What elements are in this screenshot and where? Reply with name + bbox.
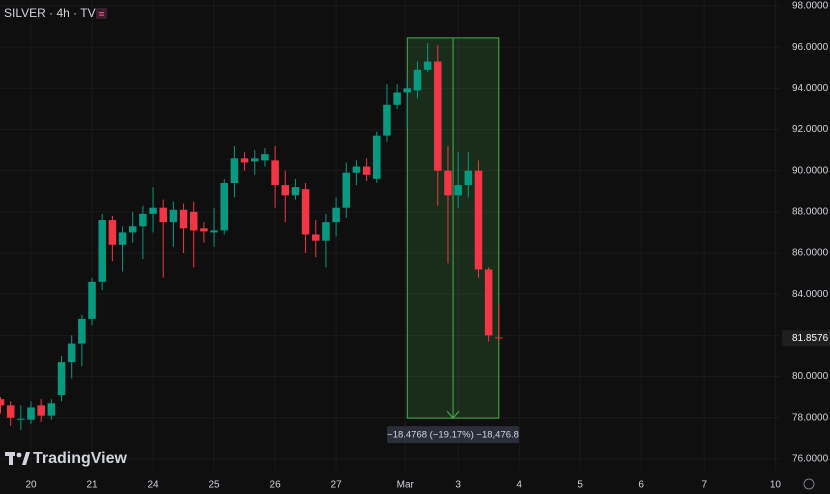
candle-body bbox=[423, 61, 432, 70]
measure-label-bg bbox=[387, 426, 520, 444]
candle-body bbox=[6, 405, 15, 418]
candle-body bbox=[27, 407, 35, 420]
candle-body bbox=[88, 281, 96, 319]
candle-body bbox=[250, 158, 259, 162]
candle-body bbox=[139, 213, 147, 227]
candle-body bbox=[484, 269, 493, 336]
flag-icon-line bbox=[99, 12, 104, 14]
x-tick-label: 6 bbox=[638, 480, 644, 491]
x-tick-label: 5 bbox=[577, 480, 583, 491]
measure-arrowhead bbox=[446, 410, 460, 419]
candle-body bbox=[383, 104, 391, 136]
candle-body bbox=[108, 220, 117, 245]
y-tick-label: 96.0000 bbox=[792, 42, 829, 53]
candle-body bbox=[413, 69, 422, 91]
candle-body bbox=[495, 337, 503, 339]
candle-body bbox=[301, 189, 310, 235]
x-tick-label: 20 bbox=[25, 480, 37, 491]
candle-body bbox=[98, 220, 106, 282]
x-tick-label: 25 bbox=[209, 480, 221, 491]
x-tick-label: 21 bbox=[86, 480, 98, 491]
watermark: TradingView bbox=[33, 450, 128, 467]
candle-body bbox=[37, 405, 45, 416]
y-tick-label: 78.0000 bbox=[792, 412, 829, 423]
candle-body bbox=[322, 222, 330, 241]
candle-body bbox=[149, 207, 157, 214]
candle-body bbox=[291, 187, 300, 196]
candle-body bbox=[352, 166, 361, 173]
x-tick-label: 7 bbox=[701, 480, 707, 491]
candle-body bbox=[189, 211, 198, 231]
candle-body bbox=[128, 226, 137, 233]
y-tick-label: 92.0000 bbox=[792, 124, 829, 135]
logo-part bbox=[9, 452, 13, 465]
x-tick-label: 3 bbox=[455, 480, 461, 491]
grid bbox=[0, 0, 780, 470]
candle-body bbox=[454, 185, 462, 196]
y-tick-label: 90.0000 bbox=[792, 165, 829, 176]
candle-body bbox=[393, 92, 401, 105]
candle-body bbox=[271, 160, 279, 186]
x-tick-label: 27 bbox=[331, 480, 343, 491]
candle-body bbox=[17, 418, 25, 420]
y-tick-label: 88.0000 bbox=[792, 206, 829, 217]
measure-label: −18.4768 (−19.17%) −18,476.8 bbox=[387, 430, 519, 441]
flag-icon-line bbox=[99, 14, 104, 16]
last-price-tag bbox=[782, 330, 830, 347]
candle-body bbox=[342, 172, 351, 208]
candle-body bbox=[210, 230, 218, 233]
candle-body bbox=[464, 170, 473, 186]
candle-body bbox=[179, 209, 188, 229]
last-price-label: 81.8576 bbox=[792, 333, 829, 344]
candle-body bbox=[0, 399, 5, 406]
x-tick-label: 24 bbox=[147, 480, 159, 491]
candle-body bbox=[474, 170, 483, 270]
y-tick-label: 76.0000 bbox=[792, 454, 829, 465]
settings-icon[interactable] bbox=[803, 478, 815, 490]
y-tick-label: 98.0000 bbox=[792, 1, 829, 12]
candle-body bbox=[444, 170, 452, 196]
candle-body bbox=[230, 158, 239, 184]
flag-icon[interactable] bbox=[96, 8, 107, 19]
candle-body bbox=[332, 207, 340, 223]
y-tick-label: 80.0000 bbox=[792, 371, 829, 382]
candle-body bbox=[78, 318, 86, 344]
candle-body bbox=[403, 88, 412, 93]
candle-body bbox=[159, 207, 167, 223]
candle-body bbox=[200, 228, 208, 232]
logo-part bbox=[16, 452, 22, 458]
x-tick-label: 4 bbox=[516, 480, 522, 491]
x-tick-label: 10 bbox=[770, 480, 782, 491]
candle-body bbox=[169, 209, 178, 223]
chart-title: SILVER · 4h · TVC bbox=[4, 6, 105, 20]
candle-body bbox=[312, 234, 320, 241]
y-tick-label: 84.0000 bbox=[792, 289, 829, 300]
candle-body bbox=[57, 362, 66, 396]
candle-body bbox=[240, 158, 249, 163]
y-tick-label: 86.0000 bbox=[792, 248, 829, 259]
candle-body bbox=[373, 135, 381, 179]
x-tick-label: Mar bbox=[397, 480, 415, 491]
candle-body bbox=[118, 232, 127, 245]
y-tick-label: 94.0000 bbox=[792, 83, 829, 94]
logo bbox=[5, 452, 30, 465]
x-tick-label: 26 bbox=[270, 480, 282, 491]
plot: −18.4768 (−19.17%) −18,476.8 bbox=[0, 37, 520, 444]
logo-part bbox=[22, 452, 30, 465]
candle-body bbox=[434, 61, 442, 171]
candle-body bbox=[261, 154, 269, 161]
candle-body bbox=[281, 185, 290, 196]
candle-body bbox=[67, 343, 76, 363]
candle-body bbox=[47, 403, 56, 416]
candle-body bbox=[362, 166, 371, 175]
candle-body bbox=[220, 183, 228, 231]
